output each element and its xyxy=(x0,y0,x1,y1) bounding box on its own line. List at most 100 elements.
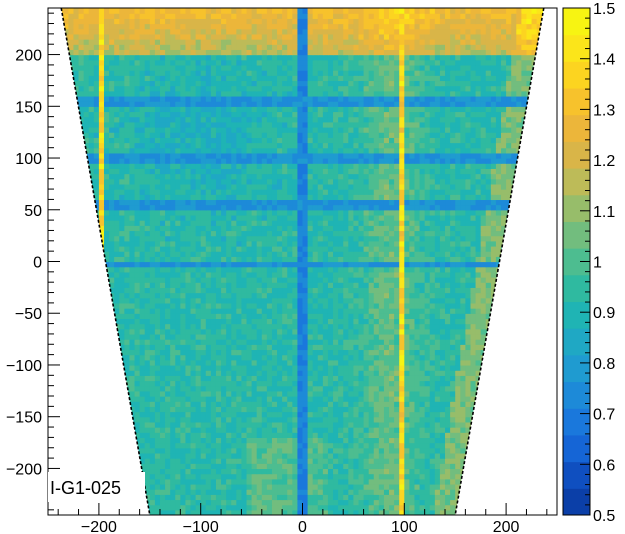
heatmap-cell xyxy=(460,354,466,361)
heatmap-cell xyxy=(460,427,466,433)
heatmap-cell xyxy=(317,463,324,470)
heatmap-cell xyxy=(404,390,410,397)
heatmap-cell xyxy=(414,401,421,407)
heatmap-cell xyxy=(470,473,477,480)
heatmap-cell xyxy=(221,364,227,371)
heatmap-cell xyxy=(368,483,375,490)
heatmap-cell xyxy=(445,328,451,335)
heatmap-cell xyxy=(180,478,187,485)
heatmap-cell xyxy=(165,421,171,428)
heatmap-cell xyxy=(511,323,517,330)
heatmap-cell xyxy=(383,396,390,402)
heatmap-cell xyxy=(480,380,487,387)
heatmap-cell xyxy=(480,499,487,506)
heatmap-cell xyxy=(170,411,176,418)
heatmap-cell xyxy=(261,287,268,294)
heatmap-cell xyxy=(180,442,187,449)
heatmap-cell xyxy=(185,282,192,288)
heatmap-cell xyxy=(368,287,375,294)
heatmap-cell xyxy=(63,308,69,314)
heatmap-cell xyxy=(149,437,156,444)
heatmap-cell xyxy=(383,432,390,438)
heatmap-cell xyxy=(68,375,75,382)
heatmap-cell xyxy=(88,447,95,454)
heatmap-cell xyxy=(465,390,472,397)
heatmap-cell xyxy=(414,271,421,278)
heatmap-cell xyxy=(333,328,339,335)
heatmap-cell xyxy=(465,344,472,351)
heatmap-cell xyxy=(205,411,212,418)
heatmap-cell xyxy=(210,406,217,413)
heatmap-cell xyxy=(195,349,202,356)
heatmap-cell xyxy=(383,277,390,283)
heatmap-cell xyxy=(399,411,405,418)
heatmap-cell xyxy=(53,427,59,433)
heatmap-cell xyxy=(221,344,227,351)
heatmap-cell xyxy=(266,375,273,382)
heatmap-cell xyxy=(399,287,405,294)
heatmap-cell xyxy=(424,468,431,475)
heatmap-cell xyxy=(404,261,410,268)
heatmap-cell xyxy=(424,344,431,351)
heatmap-cell xyxy=(246,432,253,438)
heatmap-cell xyxy=(190,297,197,304)
heatmap-cell xyxy=(531,416,538,423)
heatmap-cell xyxy=(119,401,125,407)
heatmap-cell xyxy=(154,313,161,320)
heatmap-cell xyxy=(399,406,405,413)
heatmap-cell xyxy=(526,396,533,402)
heatmap-cell xyxy=(450,354,456,361)
heatmap-cell xyxy=(516,458,522,464)
heatmap-cell xyxy=(109,328,115,335)
heatmap-cell xyxy=(368,411,375,418)
heatmap-cell xyxy=(61,437,64,444)
heatmap-cell xyxy=(445,483,451,490)
heatmap-cell xyxy=(129,390,136,397)
heatmap-cell xyxy=(271,287,278,294)
heatmap-cell xyxy=(236,318,243,325)
heatmap-cell xyxy=(221,499,227,506)
heatmap-cell xyxy=(205,277,212,283)
heatmap-cell xyxy=(526,489,533,495)
heatmap-cell xyxy=(348,396,354,402)
heatmap-cell xyxy=(165,499,171,506)
heatmap-cell xyxy=(175,375,181,382)
heatmap-cell xyxy=(399,344,405,351)
heatmap-cell xyxy=(378,375,385,382)
heatmap-cell xyxy=(475,292,482,299)
heatmap-cell xyxy=(547,474,553,480)
heatmap-cell xyxy=(114,364,120,371)
heatmap-cell xyxy=(144,478,151,485)
heatmap-cell xyxy=(383,344,390,351)
heatmap-cell xyxy=(165,458,171,464)
heatmap-cell xyxy=(109,354,115,361)
heatmap-cell xyxy=(470,339,477,345)
heatmap-cell xyxy=(78,261,85,268)
heatmap-cell xyxy=(343,483,349,490)
heatmap-cell xyxy=(297,364,304,371)
heatmap-cell xyxy=(175,287,181,294)
heatmap-cell xyxy=(241,282,248,288)
heatmap-cell xyxy=(434,396,441,402)
heatmap-cell xyxy=(231,494,237,501)
heatmap-cell xyxy=(297,349,304,356)
heatmap-cell xyxy=(353,287,360,294)
heatmap-cell xyxy=(277,411,283,418)
heatmap-cell xyxy=(475,427,482,433)
heatmap-cell xyxy=(424,390,431,397)
heatmap-cell xyxy=(409,396,416,402)
heatmap-cell xyxy=(506,339,512,345)
heatmap-cell xyxy=(450,313,456,320)
heatmap-cell xyxy=(389,359,395,366)
heatmap-cell xyxy=(83,401,90,407)
heatmap-cell xyxy=(485,308,492,314)
heatmap-cell xyxy=(73,385,80,392)
heatmap-cell xyxy=(53,334,59,340)
heatmap-cell xyxy=(83,447,90,454)
heatmap-cell xyxy=(149,359,156,366)
heatmap-cell xyxy=(541,494,544,501)
heatmap-cell xyxy=(282,282,288,288)
heatmap-cell xyxy=(511,489,517,495)
heatmap-cell xyxy=(292,421,299,428)
heatmap-cell xyxy=(185,401,192,407)
